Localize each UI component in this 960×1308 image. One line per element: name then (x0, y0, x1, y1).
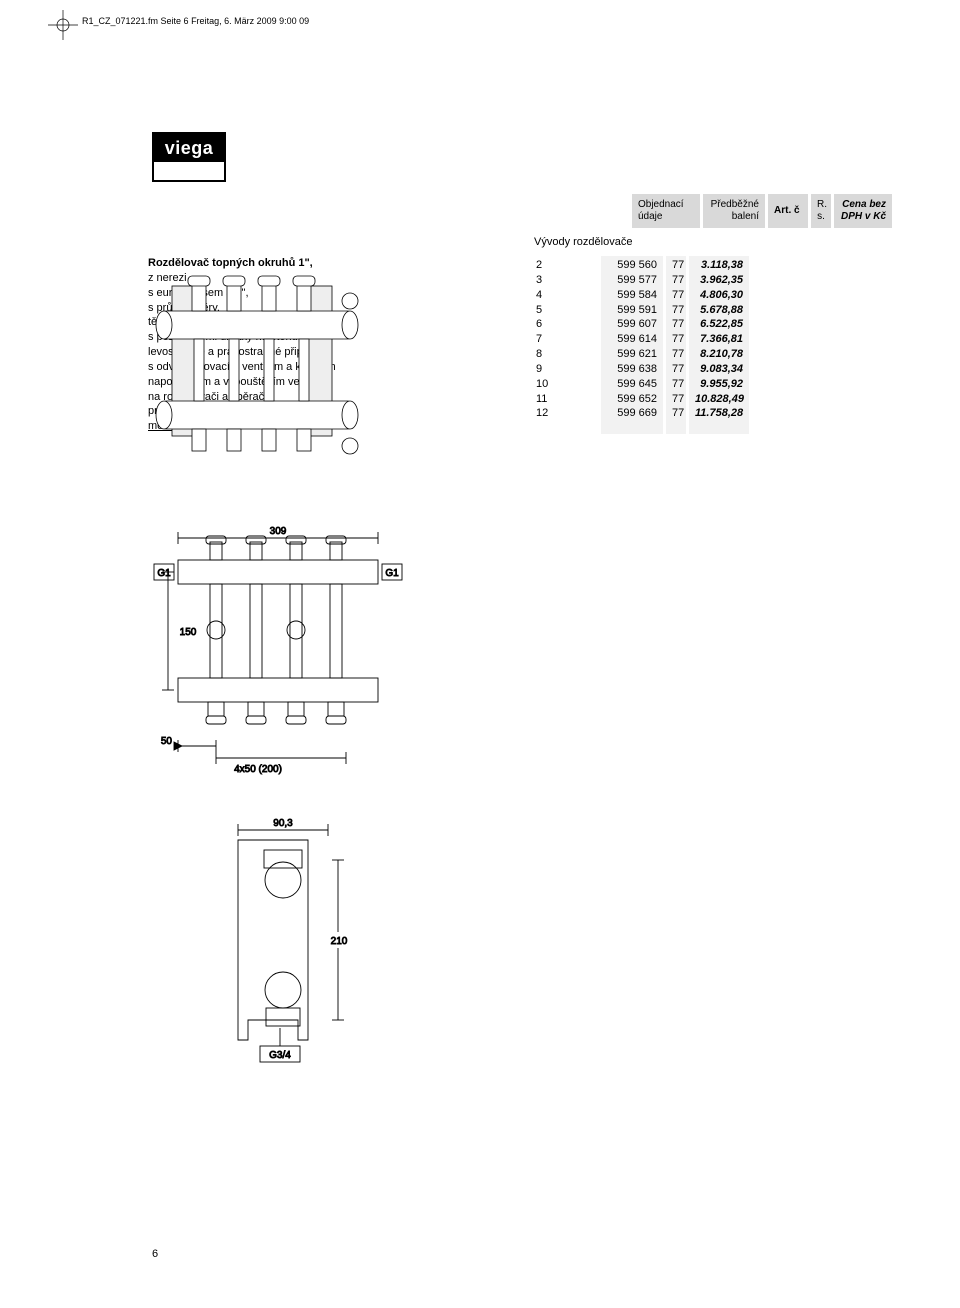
cell: 77 (672, 258, 680, 273)
header-col-packaging: Předběžné balení (703, 194, 765, 228)
product-illustration (152, 256, 362, 486)
cell: 599 638 (607, 362, 657, 377)
svg-text:G1: G1 (385, 568, 399, 579)
cell: 3.962,35 (695, 273, 743, 288)
svg-text:50: 50 (161, 736, 173, 747)
cell: 8 (536, 347, 592, 362)
brand-logo-empty (154, 162, 224, 180)
svg-text:4x50 (200): 4x50 (200) (234, 764, 282, 775)
cell: 4 (536, 288, 592, 303)
cell: 6.522,85 (695, 317, 743, 332)
cell: 5.678,88 (695, 303, 743, 318)
col-article: 599 560 599 577 599 584 599 591 599 607 … (601, 256, 663, 434)
price-table: 2 3 4 5 6 7 8 9 10 11 12 599 560 599 577… (530, 256, 749, 434)
crop-mark (48, 10, 78, 40)
page-number: 6 (152, 1248, 158, 1260)
cell: 9.955,92 (695, 377, 743, 392)
cell: 9 (536, 362, 592, 377)
cell: 12 (536, 406, 592, 421)
cell: 77 (672, 362, 680, 377)
header-col-article: Art. č (768, 194, 808, 228)
col-rs: 77 77 77 77 77 77 77 77 77 77 77 (666, 256, 686, 434)
cell: 77 (672, 377, 680, 392)
print-header: R1_CZ_071221.fm Seite 6 Freitag, 6. März… (82, 16, 309, 26)
cell: 599 560 (607, 258, 657, 273)
cell: 599 591 (607, 303, 657, 318)
brand-logo: viega (152, 132, 226, 182)
svg-text:G3/4: G3/4 (269, 1050, 291, 1061)
cell: 11 (536, 392, 592, 407)
cell: 77 (672, 317, 680, 332)
cell: 7.366,81 (695, 332, 743, 347)
col-price: 3.118,38 3.962,35 4.806,30 5.678,88 6.52… (689, 256, 749, 434)
cell: 599 584 (607, 288, 657, 303)
svg-text:150: 150 (180, 627, 197, 638)
cell: 5 (536, 303, 592, 318)
cell: 2 (536, 258, 592, 273)
cell: 7 (536, 332, 592, 347)
svg-text:309: 309 (270, 526, 287, 537)
cell: 599 645 (607, 377, 657, 392)
brand-logo-text: viega (154, 134, 224, 162)
svg-text:90,3: 90,3 (273, 818, 293, 829)
header-col-price: Cena bez DPH v Kč (834, 194, 892, 228)
section-title: Vývody rozdělovače (534, 236, 892, 248)
cell: 77 (672, 273, 680, 288)
cell: 77 (672, 288, 680, 303)
cell: 77 (672, 303, 680, 318)
svg-text:210: 210 (331, 936, 348, 947)
cell: 599 607 (607, 317, 657, 332)
cell: 599 621 (607, 347, 657, 362)
table-header-band: Objednací údaje Předběžné balení Art. č … (152, 194, 892, 228)
cell: 77 (672, 347, 680, 362)
cell: 77 (672, 332, 680, 347)
cell: 4.806,30 (695, 288, 743, 303)
cell: 9.083,34 (695, 362, 743, 377)
cell: 3.118,38 (695, 258, 743, 273)
svg-text:G1: G1 (157, 568, 171, 579)
cell: 599 669 (607, 406, 657, 421)
cell: 8.210,78 (695, 347, 743, 362)
technical-drawings: 309 G1 G1 150 (148, 520, 408, 1080)
cell: 599 652 (607, 392, 657, 407)
col-qty: 2 3 4 5 6 7 8 9 10 11 12 (530, 256, 598, 434)
cell: 11.758,28 (695, 406, 743, 421)
cell: 77 (672, 392, 680, 407)
cell: 599 577 (607, 273, 657, 288)
cell: 3 (536, 273, 592, 288)
cell: 10 (536, 377, 592, 392)
header-col-rs: R. s. (811, 194, 831, 228)
header-col-order: Objednací údaje (632, 194, 700, 228)
cell: 599 614 (607, 332, 657, 347)
cell: 6 (536, 317, 592, 332)
cell: 10.828,49 (695, 392, 743, 407)
cell: 77 (672, 406, 680, 421)
